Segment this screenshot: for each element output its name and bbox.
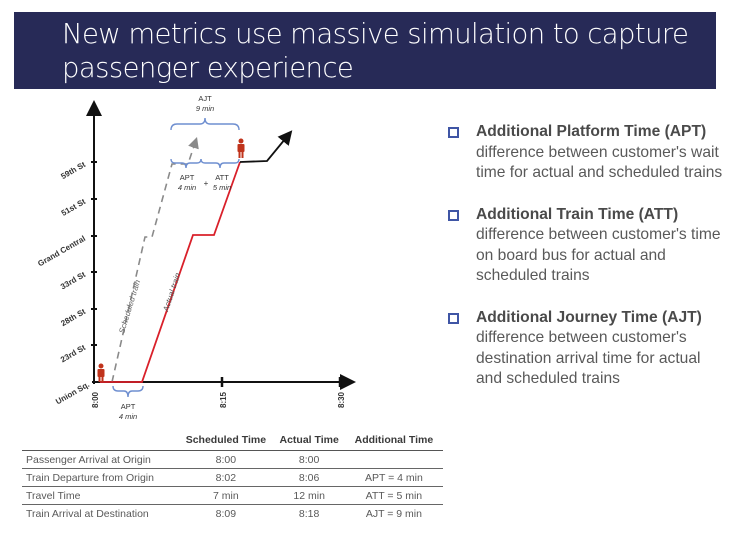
table-row: Travel Time 7 min 12 min ATT = 5 min [22,486,443,505]
bullet-text: difference between customer's destinatio… [476,329,701,387]
metrics-table: Scheduled Time Actual Time Additional Ti… [22,430,443,522]
scheduled-cell: 7 min [178,486,274,505]
row-label: Train Departure from Origin [22,468,179,487]
bullet-term: Additional Train Time (ATT) [476,205,679,223]
brace-att-top [200,158,240,169]
bullet-term: Additional Platform Time (APT) [476,123,707,140]
apt-bottom-value: 4 min [119,412,137,421]
scheduled-cell: 8:09 [215,507,237,520]
table-header-row: Scheduled Time Actual Time Additional Ti… [22,430,443,451]
att-top-label: ATT [215,173,229,182]
header-blank [22,430,179,451]
time-labels: 8:00 8:15 8:30 [91,391,346,408]
brace-apt-top [170,158,202,169]
att-top-value: 5 min [213,183,231,192]
bullet-apt: Additional Platform Time (APT) differenc… [444,122,724,184]
scheduled-train-label: Scheduled train [117,278,142,334]
square-bullet-icon [448,312,459,324]
slide-title: New metrics use massive simulation to ca… [62,18,689,84]
table-row: Train Departure from Origin 8:02 8:06 AP… [22,468,443,487]
actual-train-line [100,161,241,383]
station-59th: 59th St [59,160,87,181]
time-800: 8:00 [91,391,100,408]
station-28th: 28th St [59,307,87,328]
additional-cell: ATT = 5 min [344,486,443,505]
station-grand-central: Grand Central [36,234,87,268]
station-51st: 51st St [60,197,88,218]
table-row: Passenger Arrival at Origin 8:00 8:00 [22,450,443,469]
header-actual: Actual Time [273,430,345,451]
bullet-text: difference between customer's wait time … [476,143,723,182]
person-icon-destination [237,138,245,158]
scheduled-train-line [111,136,199,383]
time-815: 8:15 [219,391,228,408]
row-label: Travel Time [22,486,179,505]
actual-cell: 8:00 [273,450,345,469]
time-830: 8:30 [337,391,346,408]
square-bullet-icon [448,127,459,138]
bullet-text: difference between customer's time on bo… [476,226,721,284]
apt-top-label: APT [180,173,195,182]
brace-apt-bottom [112,385,144,398]
square-bullet-icon [448,209,459,221]
actual-cell: 12 min [273,486,345,505]
bullet-term: Additional Journey Time (AJT) [476,308,702,326]
bullet-att: Additional Train Time (ATT) difference b… [444,205,724,287]
table-row: Train Arrival at Destination 8:09 8:18 A… [22,505,443,523]
actual-cell: 8:18 [298,507,320,520]
additional-cell: APT = 4 min [344,468,443,487]
title-banner: New metrics use massive simulation to ca… [14,12,716,89]
header-scheduled: Scheduled Time [178,430,274,451]
person-icon-origin [97,363,105,382]
station-labels: 59th St 51st St Grand Central 33rd St 28… [36,160,91,407]
station-33rd: 33rd St [59,270,87,292]
ajt-value: 9 min [196,104,214,113]
station-union-sq: Union Sq. [54,380,91,406]
row-label: Passenger Arrival at Origin [22,450,179,469]
apt-top-value: 4 min [178,183,196,192]
ajt-label: AJT [198,94,212,103]
definitions-list: Additional Platform Time (APT) differenc… [444,122,724,411]
brace-ajt [170,117,240,131]
actual-cell: 8:06 [273,468,345,487]
time-space-diagram: 59th St 51st St Grand Central 33rd St 28… [36,94,356,421]
bullet-ajt: Additional Journey Time (AJT) difference… [444,308,724,390]
onward-path [239,130,293,163]
plus-sign: + [204,179,209,188]
apt-bottom-label: APT [121,402,136,411]
y-axis [86,100,102,384]
actual-train-label: Actual train [161,271,182,313]
header-additional: Additional Time [344,430,443,451]
row-label: Train Arrival at Destination [26,507,149,520]
scheduled-cell: 8:00 [178,450,274,469]
station-23rd: 23rd St [59,343,87,365]
additional-cell [344,450,443,469]
scheduled-cell: 8:02 [178,468,274,487]
additional-cell: AJT = 9 min [365,507,422,520]
